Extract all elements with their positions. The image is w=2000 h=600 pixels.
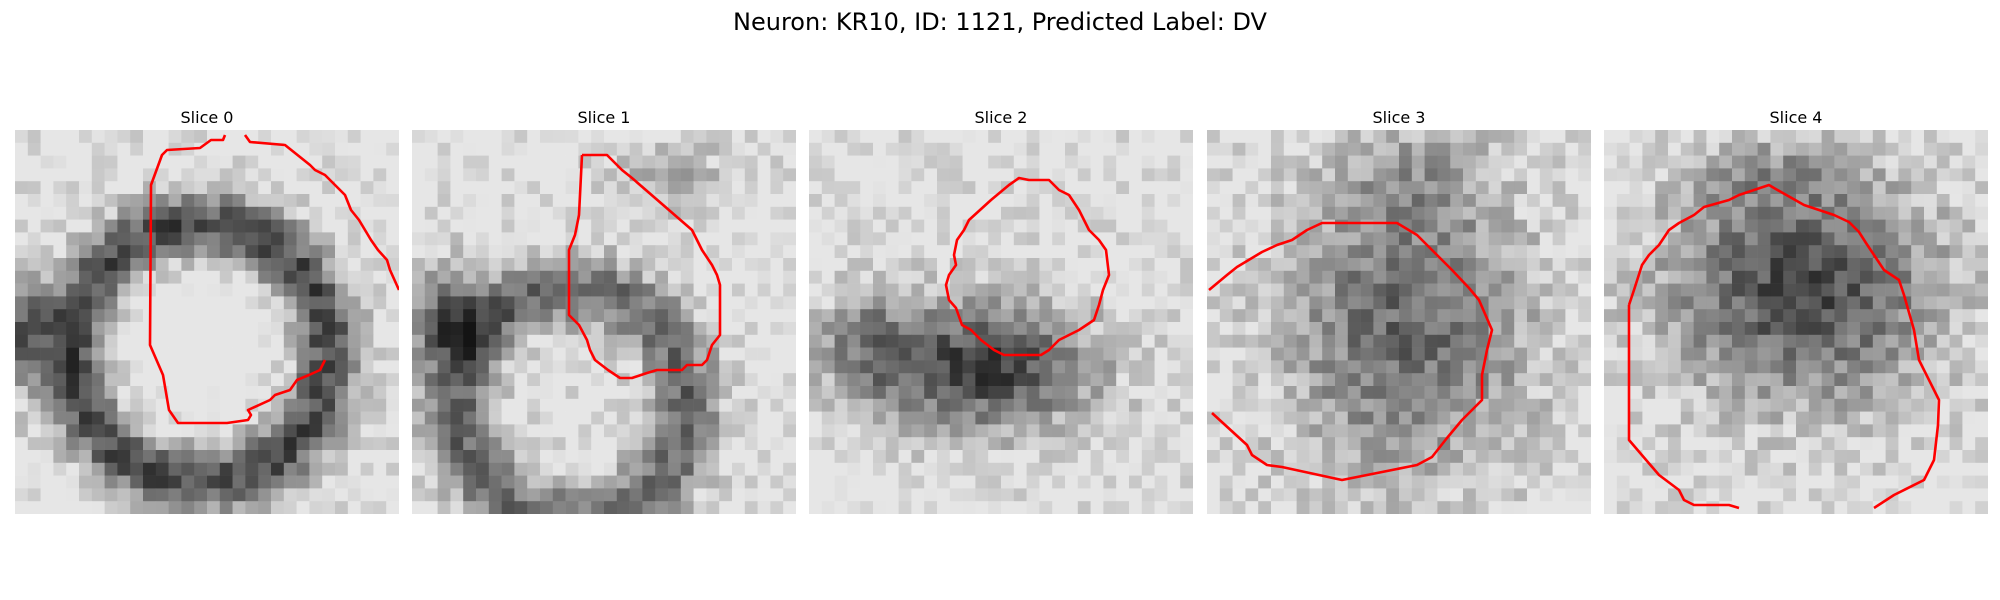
slice-panel-0: Slice 0 (15, 108, 399, 514)
slice-panel-2: Slice 2 (809, 108, 1193, 514)
slice-image (1604, 130, 1988, 514)
slice-image (809, 130, 1193, 514)
slice-image (1207, 130, 1591, 514)
slice-image (15, 130, 399, 514)
roi-outline (567, 153, 722, 380)
roi-outline (243, 134, 399, 291)
roi-outline (148, 134, 327, 425)
roi-outline (1208, 221, 1494, 482)
roi-outline (1627, 183, 1941, 510)
figure-title: Neuron: KR10, ID: 1121, Predicted Label:… (733, 8, 1267, 36)
slice-panel-3: Slice 3 (1207, 108, 1591, 514)
slice-panel-1: Slice 1 (412, 108, 796, 514)
slice-title: Slice 2 (974, 108, 1028, 127)
slice-panel-4: Slice 4 (1604, 108, 1988, 514)
slice-image (412, 130, 796, 514)
slice-title: Slice 1 (577, 108, 631, 127)
slice-title: Slice 3 (1372, 108, 1426, 127)
roi-outline (944, 176, 1111, 357)
slice-title: Slice 0 (180, 108, 234, 127)
slice-title: Slice 4 (1769, 108, 1823, 127)
roi-outline (1627, 305, 1740, 510)
